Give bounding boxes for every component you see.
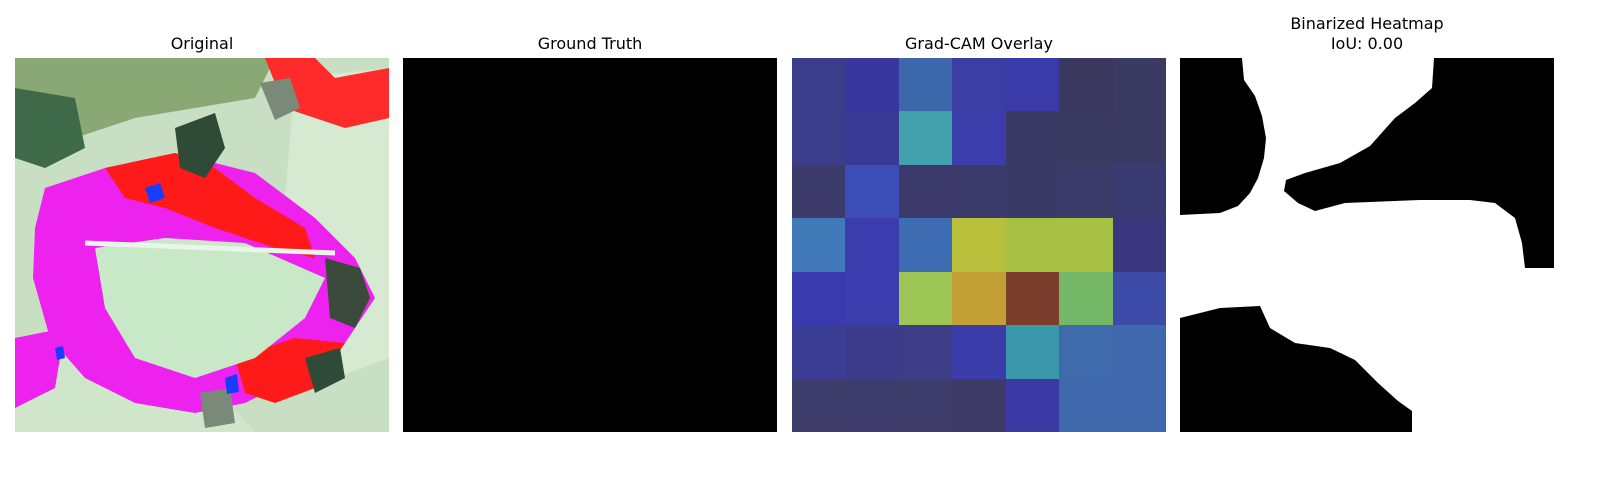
heatmap-cell-r5-c5 [1059,325,1113,379]
leaf-blue-speck-2 [225,374,239,394]
leaf-blue-speck-3 [55,346,65,360]
heatmap-cell-r3-c0 [792,218,845,272]
heatmap-cell-r0-c1 [845,58,899,111]
heatmap-cell-r1-c5 [1059,111,1113,165]
heatmap-cell-r2-c0 [792,165,845,218]
heatmap-cell-r1-c3 [952,111,1006,165]
heatmap-cell-r4-c6 [1113,272,1166,325]
heatmap-cell-r4-c0 [792,272,845,325]
heatmap-cell-r2-c4 [1006,165,1059,218]
heatmap-cell-r1-c4 [1006,111,1059,165]
heatmap-cell-r4-c3 [952,272,1006,325]
heatmap-cell-r2-c2 [899,165,952,218]
leaf-blue-speck-1 [145,183,165,203]
binarized-black-top-left [1180,58,1266,215]
heatmap-cell-r2-c1 [845,165,899,218]
heatmap-cell-r4-c5 [1059,272,1113,325]
heatmap-cell-r3-c2 [899,218,952,272]
heatmap-cell-r1-c2 [899,111,952,165]
heatmap-cell-r6-c4 [1006,379,1059,432]
heatmap-cell-r0-c2 [899,58,952,111]
original-image-panel [15,58,389,432]
leaf-dark-spot-2 [325,258,370,328]
heatmap-cell-r0-c4 [1006,58,1059,111]
heatmap-cell-r2-c6 [1113,165,1166,218]
gradcam-panel [792,58,1166,432]
heatmap-cell-r6-c5 [1059,379,1113,432]
heatmap-cell-r0-c3 [952,58,1006,111]
heatmap-cell-r4-c4 [1006,272,1059,325]
leaf-dark-spot-3 [305,348,345,393]
leaf-red-upper [105,153,315,258]
heatmap-cell-r0-c6 [1113,58,1166,111]
heatmap-cell-r5-c3 [952,325,1006,379]
original-title: Original [170,34,234,53]
heatmap-cell-r5-c0 [792,325,845,379]
heatmap-cell-r1-c1 [845,111,899,165]
heatmap-cell-r5-c6 [1113,325,1166,379]
heatmap-cell-r5-c4 [1006,325,1059,379]
heatmap-cell-r6-c3 [952,379,1006,432]
binarized-heatmap [1180,58,1554,432]
binarized-title: Binarized Heatmap IoU: 0.00 [1180,14,1554,54]
heatmap-cell-r6-c6 [1113,379,1166,432]
heatmap-cell-r5-c1 [845,325,899,379]
heatmap-cell-r2-c5 [1059,165,1113,218]
ground-truth-title: Ground Truth [537,34,643,53]
iou-score-label: IoU: 0.00 [1330,34,1404,53]
heatmap-cell-r3-c4 [1006,218,1059,272]
ground-truth-panel [403,58,777,432]
heatmap-cell-r0-c0 [792,58,845,111]
binarized-panel [1180,58,1554,432]
heatmap-cell-r1-c0 [792,111,845,165]
background-foliage-top [15,58,275,138]
heatmap-cell-r6-c1 [845,379,899,432]
heatmap-cell-r3-c5 [1059,218,1113,272]
heatmap-cell-r4-c1 [845,272,899,325]
heatmap-cell-r3-c1 [845,218,899,272]
heatmap-cell-r2-c3 [952,165,1006,218]
heatmap-cell-r6-c0 [792,379,845,432]
gradcam-heatmap [792,58,1166,432]
leaf-dark-spot-1 [175,113,225,178]
binarized-black-top-right [1284,58,1554,268]
leaf-dark-spot-4 [200,388,235,428]
ground-truth-mask [403,58,777,432]
leaf-midrib [84,240,336,256]
leaf-dark-spot-5 [260,78,300,120]
binarized-black-bottom-left [1180,306,1412,432]
gradcam-title: Grad-CAM Overlay [905,34,1053,53]
heatmap-cell-r1-c6 [1113,111,1166,165]
heatmap-cell-r3-c3 [952,218,1006,272]
original-leaf-image [15,58,389,432]
heatmap-cell-r6-c2 [899,379,952,432]
binarized-title-line: Binarized Heatmap [1290,14,1444,33]
leaf-light-interior [95,238,325,378]
heatmap-cell-r5-c2 [899,325,952,379]
heatmap-cell-r0-c5 [1059,58,1113,111]
heatmap-cell-r4-c2 [899,272,952,325]
leaf-red-lower [235,338,345,403]
background-dark-leaf [15,88,85,168]
heatmap-cell-r3-c6 [1113,218,1166,272]
leaf-red-top-right [265,58,389,128]
ground-truth-fill [403,58,777,432]
leaf-magenta-lower-left [15,328,65,408]
